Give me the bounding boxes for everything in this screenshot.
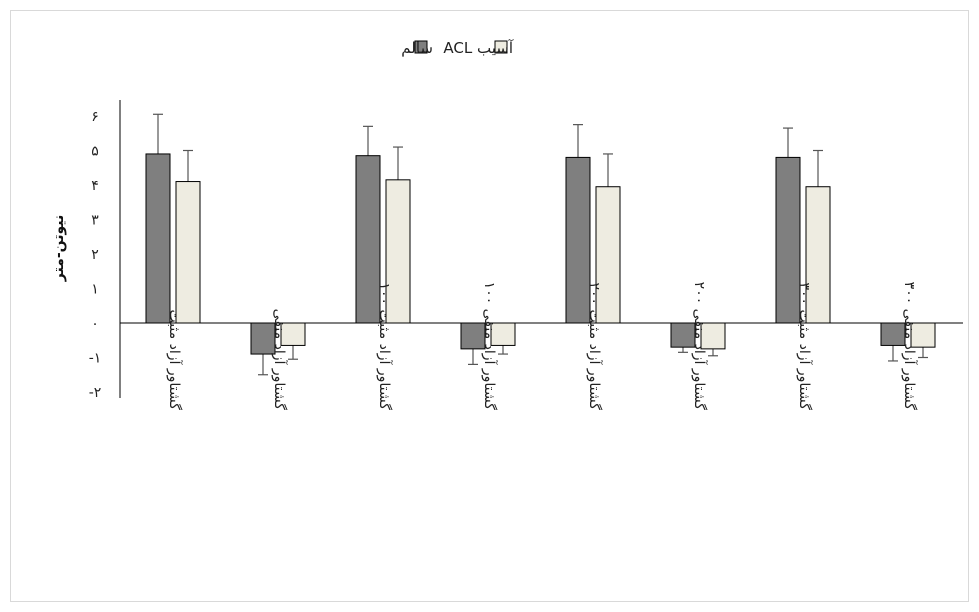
bar-healthy <box>355 155 381 324</box>
y-tick-label: ۴ <box>91 178 99 194</box>
error-bar <box>258 354 268 376</box>
legend: سالم آسیب ACL <box>401 39 514 57</box>
error-bar <box>363 125 373 156</box>
error-bar <box>573 124 583 158</box>
category-label: گشتاور آزاد منفی ۳۰۰ <box>901 282 918 411</box>
error-bar <box>393 146 403 180</box>
error-bar <box>498 345 508 355</box>
legend-label-healthy: سالم <box>401 39 433 57</box>
bar-healthy <box>250 322 276 355</box>
category-label: گشتاور آزاد مثبت <box>166 309 183 410</box>
bar-acl <box>175 181 201 324</box>
bar-acl <box>595 186 621 324</box>
y-tick-label: ۱ <box>91 282 99 298</box>
error-bar <box>888 345 898 362</box>
error-bar <box>813 149 823 187</box>
y-tick-label: ۶ <box>91 109 99 125</box>
error-bar <box>468 348 478 365</box>
y-tick-label: ۳ <box>91 213 99 229</box>
legend-swatch-healthy <box>414 40 428 54</box>
y-tick-label: ۰ <box>91 316 99 332</box>
category-label: گشتاور آزاد منفی ۱۰۰ <box>481 282 498 411</box>
y-axis-label: نیوتن-متر <box>51 215 67 283</box>
error-bar <box>183 149 193 182</box>
bar-acl <box>805 186 831 324</box>
bar-acl <box>385 179 411 324</box>
error-bars <box>153 113 928 376</box>
error-bar <box>918 347 928 359</box>
y-tick-label: -۲ <box>89 385 102 401</box>
y-tick-label: ۵ <box>91 144 99 160</box>
y-tick-label: -۱ <box>89 351 102 367</box>
category-label: گشتاور آزاد مثبت ۱۰۰ <box>376 282 393 410</box>
error-bar <box>678 347 688 353</box>
category-label: گشتاور آزاد منفی ۲۰۰ <box>691 282 708 411</box>
legend-label-acl: آسیب ACL <box>443 39 513 57</box>
category-labels: گشتاور آزاد مثبت گشتاور آزاد منفی گشتاور آ… <box>166 282 918 411</box>
bar-healthy <box>775 156 801 324</box>
category-label: گشتاور آزاد منفی <box>271 309 288 411</box>
bar-healthy <box>565 156 591 324</box>
y-tick-label: ۲ <box>91 247 99 263</box>
error-bar <box>708 348 718 357</box>
y-axis-ticks: ۶ ۵ ۴ ۳ ۲ ۱ ۰ -۱ -۲ <box>89 109 102 401</box>
legend-swatch-acl <box>494 40 508 54</box>
bar-acl <box>910 322 936 348</box>
category-label: گشتاور آزاد مثبت ۲۰۰ <box>586 282 603 410</box>
category-label: گشتاور آزاد مثبت ۳۰۰ <box>796 282 813 410</box>
bar-healthy <box>145 153 171 324</box>
error-bar <box>288 345 298 360</box>
error-bar <box>783 127 793 158</box>
bars <box>145 153 936 355</box>
error-bar <box>153 113 163 154</box>
error-bar <box>603 153 613 187</box>
